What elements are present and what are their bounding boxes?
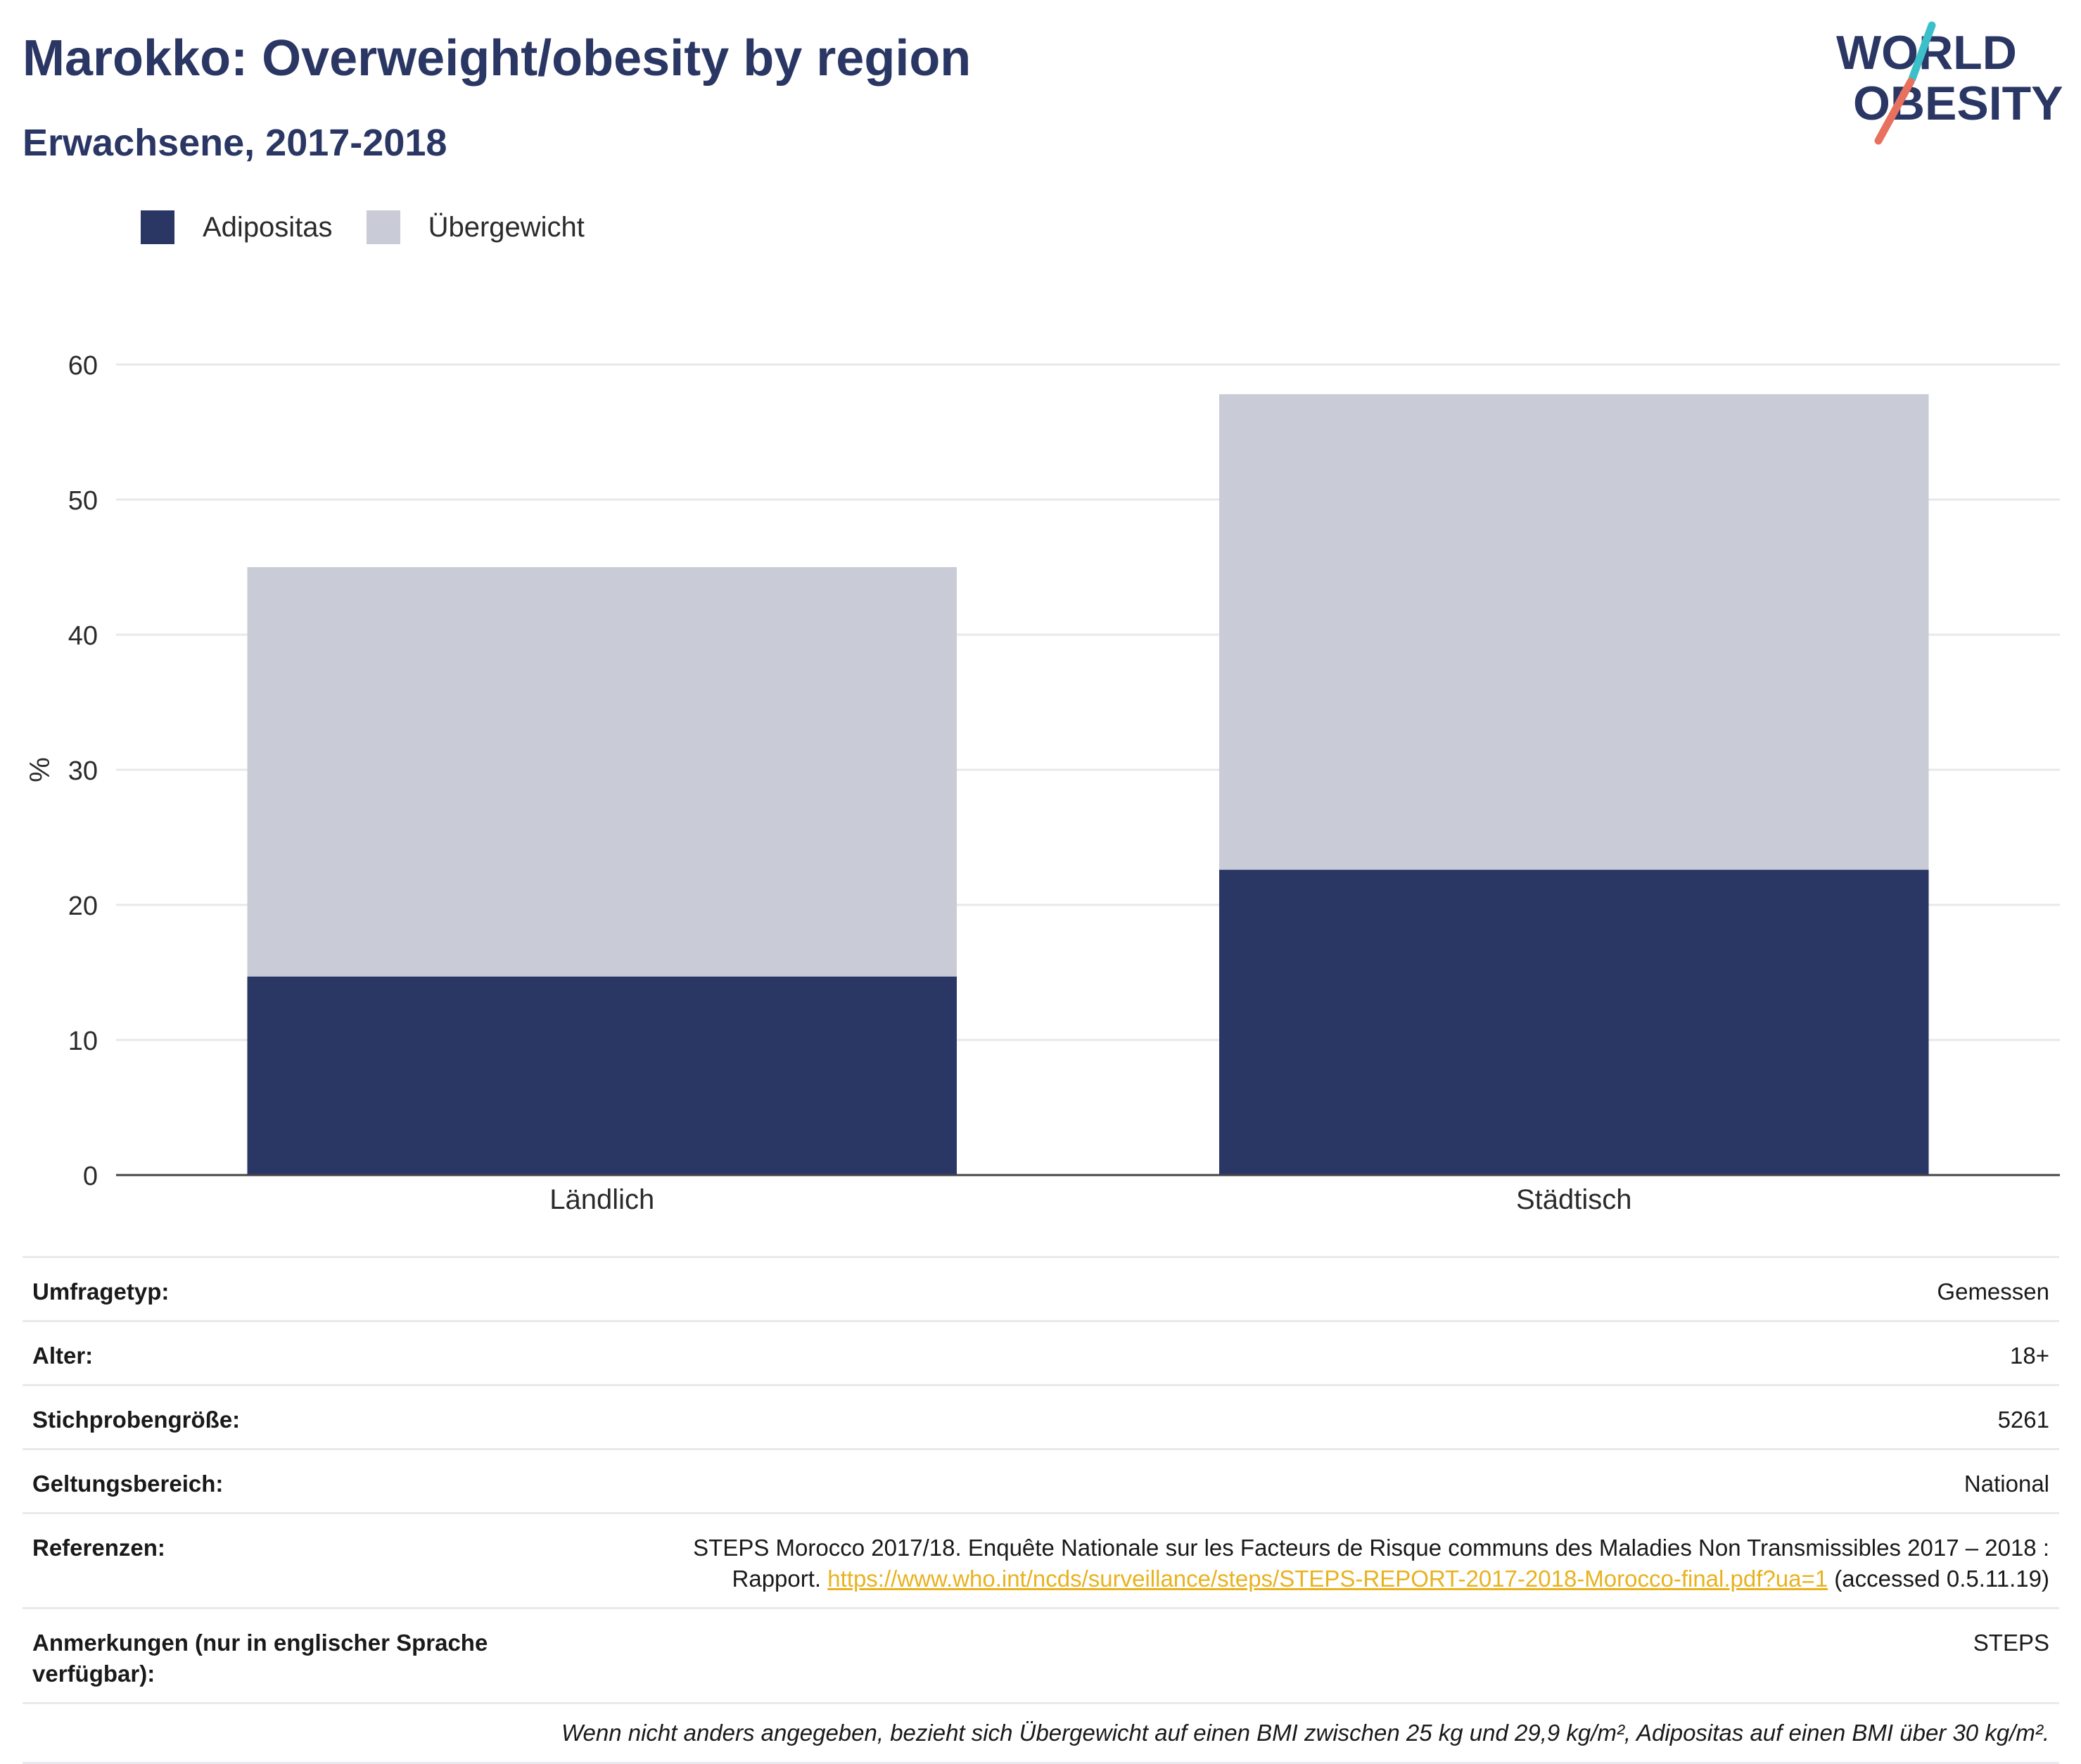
y-tick-label: 30 xyxy=(68,756,98,786)
legend-item-uebergewicht[interactable]: Übergewicht xyxy=(366,210,585,244)
bar-adipositas[interactable] xyxy=(1219,870,1929,1175)
meta-value: National xyxy=(1964,1471,2049,1497)
chart-legend: Adipositas Übergewicht xyxy=(141,210,618,245)
y-axis-label: % xyxy=(25,757,56,782)
reference-text: Rapport. xyxy=(732,1566,822,1592)
meta-value: Gemessen xyxy=(1937,1278,2049,1305)
bar-uebergewicht[interactable] xyxy=(247,567,957,977)
y-tick-label: 40 xyxy=(68,621,98,651)
meta-label: Stichprobengröße: xyxy=(32,1407,241,1433)
chart-subtitle: Erwachsene, 2017-2018 xyxy=(23,122,447,164)
stacked-bar-chart: 0 10 20 30 40 50 60% Ländlich Städtisch xyxy=(25,351,2060,1215)
logo-slash-coral xyxy=(1874,77,1915,145)
legend-item-adipositas[interactable]: Adipositas xyxy=(141,210,333,244)
x-tick-label: Ländlich xyxy=(549,1184,654,1215)
reference-text: (accessed 0.5.11.19) xyxy=(1834,1566,2049,1592)
legend-label-adipositas: Adipositas xyxy=(203,211,333,243)
meta-value: 5261 xyxy=(1997,1407,2049,1433)
meta-label: Alter: xyxy=(32,1343,94,1369)
meta-label: Anmerkungen (nur in englischer Sprache v… xyxy=(32,1630,488,1687)
logo-slash-teal xyxy=(1908,21,1936,83)
bar-uebergewicht[interactable] xyxy=(1219,394,1929,870)
reference-text: STEPS Morocco 2017/18. Enquête Nationale… xyxy=(693,1535,2049,1561)
bar-adipositas[interactable] xyxy=(247,976,957,1175)
y-tick-label: 0 xyxy=(83,1162,98,1191)
meta-row-coverage: Geltungsbereich: National xyxy=(23,1448,2059,1512)
meta-row-references: Referenzen: STEPS Morocco 2017/18. Enquê… xyxy=(23,1512,2059,1607)
chart-title: Marokko: Overweight/obesity by region xyxy=(23,30,972,87)
meta-value: STEPS xyxy=(1973,1630,2049,1656)
y-tick-label: 20 xyxy=(68,891,98,921)
y-tick-label: 50 xyxy=(68,486,98,516)
meta-row-sample-size: Stichprobengröße: 5261 xyxy=(23,1384,2059,1448)
references-value: STEPS Morocco 2017/18. Enquête Nationale… xyxy=(567,1533,2049,1594)
meta-row-survey-type: Umfragetyp: Gemessen xyxy=(23,1256,2059,1320)
meta-label: Referenzen: xyxy=(32,1535,165,1561)
x-tick-label: Städtisch xyxy=(1516,1184,1632,1215)
survey-metadata-table: Umfragetyp: Gemessen Alter: 18+ Stichpro… xyxy=(23,1256,2059,1764)
y-tick-label: 60 xyxy=(68,351,98,381)
footnote: Wenn nicht anders angegeben, bezieht sic… xyxy=(23,1702,2059,1764)
meta-row-age: Alter: 18+ xyxy=(23,1320,2059,1384)
y-tick-label: 10 xyxy=(68,1027,98,1056)
meta-value: 18+ xyxy=(2010,1343,2049,1369)
world-obesity-logo: WORLD OBESITY xyxy=(1836,21,2063,145)
legend-swatch-adipositas xyxy=(141,210,174,244)
legend-swatch-uebergewicht xyxy=(366,210,400,244)
meta-label: Geltungsbereich: xyxy=(32,1471,224,1497)
reference-link[interactable]: https://www.who.int/ncds/surveillance/st… xyxy=(827,1566,1828,1592)
meta-label: Umfragetyp: xyxy=(32,1278,170,1305)
legend-label-uebergewicht: Übergewicht xyxy=(428,211,585,243)
meta-row-notes: Anmerkungen (nur in englischer Sprache v… xyxy=(23,1607,2059,1702)
